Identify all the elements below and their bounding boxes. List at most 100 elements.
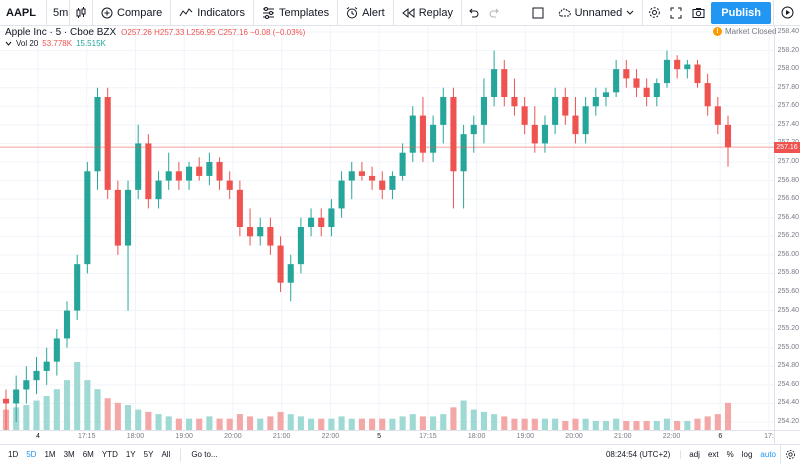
volume-bar <box>674 420 681 430</box>
price-tick-label: 256.20 <box>777 232 799 240</box>
volume-bar <box>440 414 447 430</box>
candle-body <box>74 264 81 311</box>
candle-body <box>104 97 111 190</box>
volume-bar <box>694 418 701 430</box>
candle-body <box>53 338 60 362</box>
candle-body <box>440 97 447 125</box>
price-tick-label: 256.00 <box>777 250 799 258</box>
snapshot-button[interactable] <box>687 0 709 26</box>
candle-body <box>663 59 671 84</box>
axis-settings-button[interactable] <box>780 444 800 464</box>
templates-button[interactable]: Templates <box>254 0 337 26</box>
volume-bar <box>480 411 487 430</box>
layout-selector[interactable]: Unnamed <box>549 0 643 26</box>
range-button-ytd[interactable]: YTD <box>101 450 118 459</box>
goto-button[interactable]: Go to... <box>191 450 218 459</box>
volume-bar <box>23 405 30 430</box>
candle-body <box>318 217 325 227</box>
fullscreen-button[interactable] <box>665 0 687 26</box>
price-chart[interactable] <box>0 26 774 430</box>
candle-body <box>592 97 599 107</box>
time-tick-label: 4 <box>36 433 40 440</box>
volume-bar <box>53 389 60 430</box>
time-axis[interactable]: 4 17:15 18:00 19:00 20:00 21:00 22:00 5 17:15 18:… <box>0 430 774 444</box>
settings-button[interactable] <box>643 0 665 26</box>
top-toolbar: AAPL 5m Compare Indicators Templates Ale… <box>0 0 800 26</box>
replay-button[interactable]: Replay <box>394 0 461 26</box>
undo-button[interactable] <box>462 0 484 26</box>
percent-toggle[interactable]: % <box>726 450 734 459</box>
auto-toggle[interactable]: auto <box>760 450 776 459</box>
candle-body <box>33 370 40 381</box>
volume-bar <box>63 380 71 430</box>
price-tick-label: 255.40 <box>777 306 799 314</box>
publish-button[interactable]: Publish <box>711 1 771 24</box>
range-button-all[interactable]: All <box>161 450 171 459</box>
candle-body <box>43 361 50 371</box>
series-title[interactable]: Apple Inc · 5 · Cboe BZX <box>5 27 117 38</box>
candle-body <box>84 171 91 265</box>
volume-bar <box>491 414 498 430</box>
log-toggle[interactable]: log <box>741 450 753 459</box>
range-button-1d[interactable]: 1D <box>8 450 19 459</box>
price-tick-label: 254.20 <box>777 418 799 425</box>
gear-icon <box>648 7 660 18</box>
volume-bar <box>582 418 589 430</box>
volume-bar <box>318 418 325 430</box>
volume-bar <box>430 416 437 430</box>
interval-button[interactable]: 5m <box>53 6 69 19</box>
camera-icon <box>692 8 705 18</box>
volume-bar <box>33 400 40 430</box>
axis-corner <box>774 430 800 444</box>
price-tick-label: 258.20 <box>777 46 799 54</box>
redo-icon <box>489 8 499 17</box>
candle-body <box>206 162 213 176</box>
chevron-down-icon <box>626 10 634 15</box>
volume-bar <box>450 407 457 430</box>
clock[interactable]: 08:24:54 (UTC+2) <box>606 450 682 459</box>
volume-bar <box>175 418 182 430</box>
candles-icon <box>76 6 86 18</box>
volume-bar <box>308 418 315 430</box>
compare-button[interactable]: Compare <box>93 0 170 26</box>
candle-body <box>653 83 660 97</box>
candle-body <box>724 124 732 148</box>
templates-icon <box>262 6 274 19</box>
range-button-5d[interactable]: 5D <box>26 450 37 459</box>
replay-label: Replay <box>418 6 453 19</box>
candle-body <box>430 124 437 153</box>
volume-bar <box>338 416 345 430</box>
candle-body <box>531 124 538 144</box>
time-tick-label: 18:00 <box>126 433 145 440</box>
bars-style-button[interactable] <box>70 0 92 26</box>
range-button-6m[interactable]: 6M <box>82 450 94 459</box>
price-tick-label: 257.80 <box>777 83 799 91</box>
ext-toggle[interactable]: ext <box>707 450 719 459</box>
select-checkbox[interactable] <box>527 0 549 26</box>
range-button-3m[interactable]: 3M <box>63 450 75 459</box>
volume-bar <box>379 418 386 430</box>
square-icon <box>532 7 544 18</box>
chevron-down-icon[interactable] <box>5 41 12 46</box>
price-axis[interactable]: 258.40 258.20 258.00 257.80 257.60 257.40 257.… <box>774 26 800 430</box>
volume-bar <box>643 420 650 430</box>
price-tick-label: 256.40 <box>777 213 799 221</box>
range-button-1y[interactable]: 1Y <box>125 450 136 459</box>
redo-button[interactable] <box>484 0 506 26</box>
candle-body <box>2 398 10 404</box>
candle-body <box>114 189 121 246</box>
range-button-5y[interactable]: 5Y <box>143 450 154 459</box>
indicators-button[interactable]: Indicators <box>171 0 253 26</box>
symbol-search[interactable]: AAPL <box>6 6 36 19</box>
play-button[interactable] <box>774 0 800 26</box>
price-tick-label: 256.80 <box>777 176 799 184</box>
candle-body <box>277 245 284 283</box>
range-button-1m[interactable]: 1M <box>44 450 56 459</box>
candle-body <box>684 64 691 70</box>
separator <box>460 0 462 26</box>
adj-toggle[interactable]: adj <box>689 450 700 459</box>
alert-button[interactable]: Alert <box>338 0 393 26</box>
separator <box>46 0 47 26</box>
candle-body <box>13 389 20 404</box>
price-tick-label: 255.80 <box>777 269 799 277</box>
